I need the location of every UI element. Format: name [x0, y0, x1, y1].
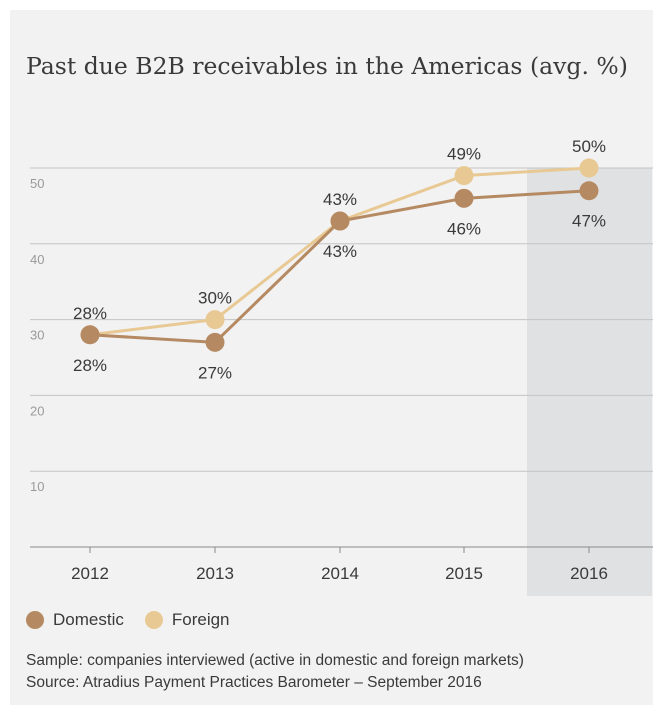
data-label-domestic-2012: 28% — [73, 356, 107, 375]
source-note: Source: Atradius Payment Practices Barom… — [26, 674, 482, 691]
point-domestic-2016 — [579, 181, 599, 201]
point-foreign-2016 — [579, 158, 599, 178]
y-tick-label-30: 30 — [30, 328, 44, 343]
highlight-2016-band — [527, 168, 652, 596]
data-label-domestic-2016: 47% — [572, 212, 606, 231]
data-label-foreign-2014: 43% — [323, 190, 357, 209]
data-label-foreign-2015: 49% — [447, 145, 481, 164]
x-tick-label-2016: 2016 — [570, 564, 608, 583]
data-label-domestic-2015: 46% — [447, 219, 481, 238]
point-domestic-2015 — [454, 188, 474, 208]
legend-swatch-domestic — [26, 611, 44, 629]
footnote: Sample: companies interviewed (active in… — [26, 650, 524, 694]
data-label-domestic-2013: 27% — [198, 363, 232, 382]
point-foreign-2015 — [454, 166, 474, 186]
legend-item-foreign: Foreign — [144, 610, 230, 630]
x-tick-label-2012: 2012 — [71, 564, 109, 583]
y-tick-label-10: 10 — [30, 479, 44, 494]
legend: Domestic Foreign — [26, 608, 251, 632]
point-domestic-2014 — [330, 211, 350, 231]
data-label-foreign-2012: 28% — [73, 304, 107, 323]
chart-title: Past due B2B receivables in the Americas… — [26, 52, 628, 80]
y-tick-label-40: 40 — [30, 252, 44, 267]
data-label-domestic-2014: 43% — [323, 242, 357, 261]
x-tick-label-2015: 2015 — [445, 564, 483, 583]
legend-item-domestic: Domestic — [26, 610, 124, 630]
point-domestic-2012 — [80, 325, 100, 345]
x-tick-label-2014: 2014 — [321, 564, 359, 583]
legend-label-domestic: Domestic — [53, 610, 124, 629]
y-tick-label-20: 20 — [30, 403, 44, 418]
data-label-foreign-2013: 30% — [198, 289, 232, 308]
point-foreign-2013 — [205, 310, 225, 330]
y-tick-label-50: 50 — [30, 176, 44, 191]
sample-note: Sample: companies interviewed (active in… — [26, 652, 524, 669]
legend-label-foreign: Foreign — [171, 610, 230, 629]
x-tick-label-2013: 2013 — [196, 564, 234, 583]
legend-swatch-foreign — [144, 611, 163, 629]
point-domestic-2013 — [205, 332, 225, 352]
data-label-foreign-2016: 50% — [572, 137, 606, 156]
